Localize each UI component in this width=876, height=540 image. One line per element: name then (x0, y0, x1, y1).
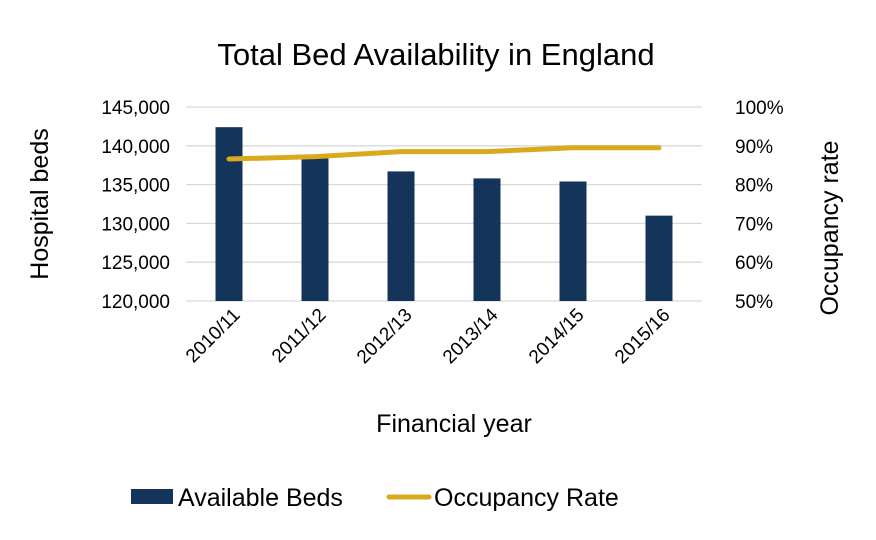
x-tick-label: 2015/16 (611, 305, 674, 368)
x-tick-label: 2010/11 (182, 305, 244, 367)
y2-tick-label: 60% (735, 253, 773, 274)
y-axis-label: Hospital beds (26, 128, 54, 279)
bar-2012-13 (387, 171, 415, 301)
occupancy-line (226, 145, 662, 162)
bar-2015-16 (645, 215, 673, 301)
legend-swatch-available-beds (131, 489, 173, 504)
x-tick-label: 2011/12 (268, 305, 330, 367)
bars (215, 127, 673, 302)
occupancy-rate-line (226, 145, 662, 162)
gridlines (186, 106, 702, 302)
bar-2013-14 (473, 178, 501, 301)
x-tick-label: 2013/14 (439, 304, 503, 368)
y2-tick-label: 70% (735, 214, 773, 235)
y2-axis-ticks: 50% 60% 70% 80% 90% 100% (735, 98, 784, 313)
x-tick-label: 2014/15 (525, 305, 588, 368)
bar-2014-15 (559, 181, 587, 301)
y2-tick-label: 80% (735, 176, 773, 197)
legend-label-available-beds: Available Beds (178, 484, 343, 512)
y2-tick-label: 100% (735, 98, 784, 119)
y-axis-ticks: 120,000 125,000 130,000 135,000 140,000 145,0… (101, 98, 170, 313)
chart-title: Total Bed Availability in England (217, 37, 654, 72)
bar-2010-11 (215, 127, 243, 302)
y-tick-label: 135,000 (101, 176, 170, 197)
y-tick-label: 120,000 (101, 292, 170, 313)
x-axis-label: Financial year (376, 410, 532, 438)
y-tick-label: 145,000 (101, 98, 170, 119)
x-tick-label: 2012/13 (353, 305, 416, 368)
legend-label-occupancy-rate: Occupancy Rate (434, 484, 619, 512)
y-tick-label: 130,000 (101, 214, 170, 235)
bar-2011-12 (301, 158, 329, 301)
y2-tick-label: 50% (735, 292, 773, 313)
y2-axis-label: Occupancy rate (816, 140, 844, 315)
y-tick-label: 140,000 (101, 137, 170, 158)
legend: Available Beds Occupancy Rate (131, 484, 619, 512)
y-tick-label: 125,000 (101, 253, 170, 274)
x-axis-ticks: 2010/11 2011/12 2012/13 2013/14 2014/15 2015/… (182, 304, 674, 368)
y2-tick-label: 90% (735, 137, 773, 158)
